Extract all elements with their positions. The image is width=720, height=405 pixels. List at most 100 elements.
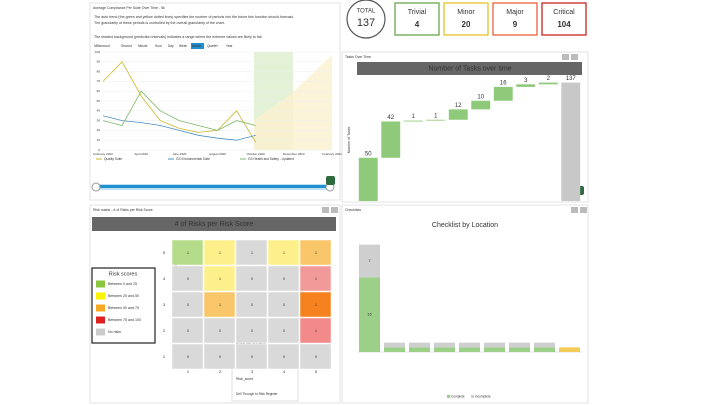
- chart-title: # of Risks per Risk Score: [175, 221, 254, 228]
- export-button[interactable]: [326, 176, 335, 185]
- kpi-label: Trivial: [408, 9, 427, 16]
- row-label: 1: [163, 354, 166, 359]
- matrix-cell: [299, 239, 332, 266]
- panel-icon[interactable]: [571, 54, 578, 60]
- panel-icon[interactable]: [562, 54, 569, 60]
- data-label: 16: [367, 312, 372, 317]
- legend-swatch: [96, 292, 105, 300]
- data-label: 10: [477, 94, 484, 100]
- panel-icon[interactable]: [571, 207, 578, 213]
- x-tick-label: February 2020: [93, 152, 113, 156]
- waterfall-bar: [381, 121, 401, 158]
- cell-value: 1: [187, 250, 190, 255]
- chart-header: [92, 217, 336, 231]
- range-button[interactable]: Hour: [155, 44, 163, 48]
- menu-footer[interactable]: Drill Through to Risk Register: [236, 392, 279, 396]
- cell-value: 0: [219, 328, 222, 333]
- range-button[interactable]: Millisecond: [94, 44, 110, 48]
- waterfall-bar: [403, 120, 423, 122]
- y-tick-label: 10: [97, 138, 101, 142]
- stacked-bar: [384, 342, 405, 348]
- legend-label: Quality Suite: [104, 157, 122, 161]
- menu-item[interactable]: Risk_score: [236, 377, 253, 381]
- range-button[interactable]: Day: [168, 44, 174, 48]
- legend-label: Between 50 and 75: [108, 306, 139, 310]
- data-label: 3: [524, 78, 528, 84]
- data-label: 1: [412, 114, 416, 120]
- y-axis-label: Number of Tasks: [347, 127, 351, 153]
- legend-swatch: [96, 280, 105, 288]
- x-tick-label: February 2021: [322, 152, 342, 156]
- description: The granularity of these periods is cont…: [94, 21, 225, 25]
- stacked-bar: [434, 347, 455, 352]
- chart-header: [357, 62, 582, 75]
- stacked-bar: [484, 347, 505, 352]
- data-label: 50: [365, 151, 372, 157]
- y-tick-label: 70: [97, 79, 101, 83]
- waterfall-bar: [358, 157, 378, 201]
- range-button[interactable]: Quarter: [207, 44, 219, 48]
- cell-value: 1: [283, 250, 286, 255]
- cell-value: 1: [219, 302, 222, 307]
- panel-icon[interactable]: [322, 207, 329, 213]
- kpi-box: [541, 2, 587, 36]
- slider-handle[interactable]: [91, 182, 101, 192]
- stacked-bar: [509, 347, 530, 352]
- range-button[interactable]: Month: [192, 44, 201, 48]
- stacked-bar: [459, 342, 480, 348]
- matrix-cell: [171, 239, 204, 266]
- legend-label: Between 75 and 100: [108, 318, 141, 322]
- legend-label: GS Environmental Suite: [176, 157, 210, 161]
- row-label: 4: [163, 276, 166, 281]
- y-tick-label: 90: [97, 60, 101, 64]
- matrix-cell: [171, 317, 204, 344]
- cell-value: 0: [283, 276, 286, 281]
- range-slider-fill: [96, 185, 332, 188]
- y-tick-label: 50: [97, 99, 101, 103]
- series-line: [102, 90, 256, 131]
- x-tick-label: December 2020: [283, 152, 305, 156]
- stacked-bar: [534, 347, 555, 352]
- panel-icon[interactable]: [331, 207, 338, 213]
- y-tick-label: 20: [97, 128, 101, 132]
- cell-value: 0: [219, 354, 222, 359]
- cell-value: 1: [315, 276, 318, 281]
- cell-value: 0: [251, 328, 254, 333]
- range-button[interactable]: Year: [226, 44, 233, 48]
- panel-title: Checklists: [345, 208, 361, 212]
- kpi-value: 137: [357, 17, 375, 29]
- cell-value: 0: [315, 354, 318, 359]
- data-label: 16: [500, 80, 507, 86]
- stacked-bar: [534, 342, 555, 348]
- kpi-label: Major: [506, 9, 524, 16]
- stacked-bar: [484, 342, 505, 348]
- matrix-cell: [299, 317, 332, 344]
- matrix-cell: [235, 239, 268, 266]
- matrix-cell: [203, 343, 236, 370]
- panel-icon[interactable]: [580, 207, 587, 213]
- cell-value: 1: [315, 302, 318, 307]
- kpi-box: [394, 2, 440, 36]
- matrix-cell: [267, 343, 300, 370]
- legend-swatch: [96, 328, 105, 336]
- matrix-cell: [203, 317, 236, 344]
- range-button[interactable]: Week: [179, 44, 187, 48]
- data-label: 1: [434, 113, 438, 119]
- cell-value: 0: [187, 302, 190, 307]
- data-label: 7: [368, 258, 371, 263]
- matrix-cell: [171, 265, 204, 292]
- legend-label: Complete: [451, 394, 465, 398]
- cell-value: 0: [187, 328, 190, 333]
- y-tick-label: 100: [95, 50, 100, 54]
- row-label: 5: [163, 250, 166, 255]
- x-tick-label: August 2020: [209, 152, 226, 156]
- kpi-value: 20: [462, 20, 471, 29]
- cell-value: 1: [251, 250, 254, 255]
- range-button[interactable]: Second: [121, 44, 132, 48]
- data-label: 2: [547, 76, 551, 82]
- range-button[interactable]: Minute: [138, 44, 148, 48]
- stacked-bar: [409, 347, 430, 352]
- stacked-bar: [559, 347, 580, 352]
- kpi-box: [443, 2, 489, 36]
- cell-value: 1: [315, 250, 318, 255]
